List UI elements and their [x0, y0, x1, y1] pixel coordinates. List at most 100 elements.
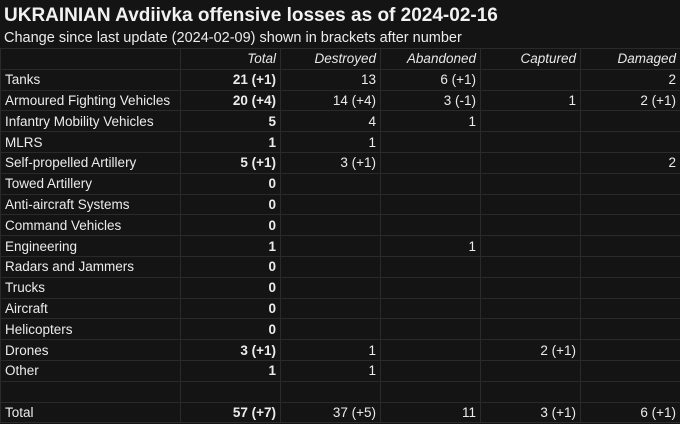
cell-damaged[interactable] — [580, 172, 680, 195]
cell-category[interactable]: Total — [0, 401, 181, 424]
header-category[interactable] — [0, 48, 181, 70]
cell-total[interactable]: 5 (+1) — [180, 151, 281, 174]
cell-abandoned[interactable]: 3 (-1) — [380, 89, 481, 112]
cell-category[interactable]: Radars and Jammers — [0, 255, 181, 278]
cell-damaged[interactable] — [580, 110, 680, 133]
cell-abandoned[interactable] — [380, 276, 481, 299]
cell-abandoned[interactable]: 1 — [380, 110, 481, 133]
cell-abandoned[interactable]: 6 (+1) — [380, 68, 481, 91]
cell-category[interactable]: Drones — [0, 339, 181, 361]
cell-abandoned[interactable] — [380, 172, 481, 195]
cell-damaged[interactable] — [580, 339, 680, 361]
cell-category[interactable]: MLRS — [0, 131, 181, 153]
cell-abandoned[interactable] — [380, 214, 481, 237]
cell-destroyed[interactable]: 4 — [280, 110, 381, 133]
cell-category[interactable]: Tanks — [0, 68, 181, 91]
cell-damaged[interactable]: 6 (+1) — [580, 401, 680, 424]
cell-destroyed[interactable]: 14 (+4) — [280, 89, 381, 112]
cell-abandoned[interactable] — [380, 193, 481, 216]
cell-captured[interactable] — [480, 131, 581, 153]
cell-abandoned[interactable]: 1 — [380, 235, 481, 257]
cell-abandoned[interactable] — [380, 359, 481, 382]
cell-captured[interactable]: 3 (+1) — [480, 401, 581, 424]
cell-destroyed[interactable] — [280, 255, 381, 278]
cell-total[interactable]: 0 — [180, 276, 281, 299]
cell-category[interactable]: Armoured Fighting Vehicles — [0, 89, 181, 112]
header-destroyed[interactable]: Destroyed — [280, 48, 381, 70]
cell-damaged[interactable] — [580, 359, 680, 382]
cell-category[interactable]: Engineering — [0, 235, 181, 257]
header-total[interactable]: Total — [180, 48, 281, 70]
cell-total[interactable]: 0 — [180, 172, 281, 195]
cell-total[interactable]: 0 — [180, 318, 281, 341]
cell-captured[interactable]: 1 — [480, 89, 581, 112]
cell-damaged[interactable]: 2 (+1) — [580, 89, 680, 112]
cell-category[interactable]: Other — [0, 359, 181, 382]
cell-destroyed[interactable] — [280, 235, 381, 257]
cell-abandoned[interactable] — [380, 131, 481, 153]
cell-total[interactable]: 57 (+7) — [180, 401, 281, 424]
header-captured[interactable]: Captured — [480, 48, 581, 70]
cell-abandoned[interactable] — [380, 380, 481, 403]
cell-destroyed[interactable] — [280, 193, 381, 216]
cell-captured[interactable]: 2 (+1) — [480, 339, 581, 361]
cell-category[interactable]: Aircraft — [0, 297, 181, 320]
cell-damaged[interactable] — [580, 131, 680, 153]
cell-total[interactable]: 0 — [180, 214, 281, 237]
cell-damaged[interactable]: 2 — [580, 68, 680, 91]
cell-abandoned[interactable] — [380, 339, 481, 361]
cell-destroyed[interactable]: 13 — [280, 68, 381, 91]
cell-total[interactable]: 1 — [180, 131, 281, 153]
cell-damaged[interactable] — [580, 235, 680, 257]
cell-captured[interactable] — [480, 276, 581, 299]
cell-damaged[interactable] — [580, 297, 680, 320]
cell-abandoned[interactable] — [380, 255, 481, 278]
cell-captured[interactable] — [480, 297, 581, 320]
cell-damaged[interactable] — [580, 276, 680, 299]
cell-total[interactable]: 1 — [180, 235, 281, 257]
cell-destroyed[interactable] — [280, 214, 381, 237]
cell-destroyed[interactable] — [280, 318, 381, 341]
cell-category[interactable]: Trucks — [0, 276, 181, 299]
cell-category[interactable]: Command Vehicles — [0, 214, 181, 237]
cell-category[interactable]: Helicopters — [0, 318, 181, 341]
cell-captured[interactable] — [480, 318, 581, 341]
cell-destroyed[interactable] — [280, 172, 381, 195]
cell-total[interactable]: 1 — [180, 359, 281, 382]
cell-damaged[interactable]: 2 — [580, 151, 680, 174]
cell-damaged[interactable] — [580, 380, 680, 403]
cell-destroyed[interactable]: 1 — [280, 339, 381, 361]
cell-total[interactable]: 0 — [180, 193, 281, 216]
cell-total[interactable]: 0 — [180, 297, 281, 320]
cell-captured[interactable] — [480, 255, 581, 278]
cell-category[interactable]: Self-propelled Artillery — [0, 151, 181, 174]
cell-captured[interactable] — [480, 172, 581, 195]
header-damaged[interactable]: Damaged — [580, 48, 680, 70]
cell-abandoned[interactable] — [380, 318, 481, 341]
cell-captured[interactable] — [480, 380, 581, 403]
cell-total[interactable] — [180, 380, 281, 403]
cell-abandoned[interactable]: 11 — [380, 401, 481, 424]
cell-total[interactable]: 0 — [180, 255, 281, 278]
cell-captured[interactable] — [480, 193, 581, 216]
cell-destroyed[interactable] — [280, 297, 381, 320]
cell-destroyed[interactable]: 37 (+5) — [280, 401, 381, 424]
cell-category[interactable]: Anti-aircraft Systems — [0, 193, 181, 216]
cell-captured[interactable] — [480, 68, 581, 91]
cell-destroyed[interactable]: 1 — [280, 131, 381, 153]
cell-total[interactable]: 3 (+1) — [180, 339, 281, 361]
cell-total[interactable]: 5 — [180, 110, 281, 133]
cell-abandoned[interactable] — [380, 297, 481, 320]
cell-destroyed[interactable] — [280, 276, 381, 299]
cell-total[interactable]: 21 (+1) — [180, 68, 281, 91]
cell-destroyed[interactable]: 3 (+1) — [280, 151, 381, 174]
cell-captured[interactable] — [480, 151, 581, 174]
cell-destroyed[interactable] — [280, 380, 381, 403]
cell-total[interactable]: 20 (+4) — [180, 89, 281, 112]
cell-captured[interactable] — [480, 214, 581, 237]
header-abandoned[interactable]: Abandoned — [380, 48, 481, 70]
cell-damaged[interactable] — [580, 193, 680, 216]
cell-category[interactable]: Towed Artillery — [0, 172, 181, 195]
cell-destroyed[interactable]: 1 — [280, 359, 381, 382]
cell-captured[interactable] — [480, 235, 581, 257]
